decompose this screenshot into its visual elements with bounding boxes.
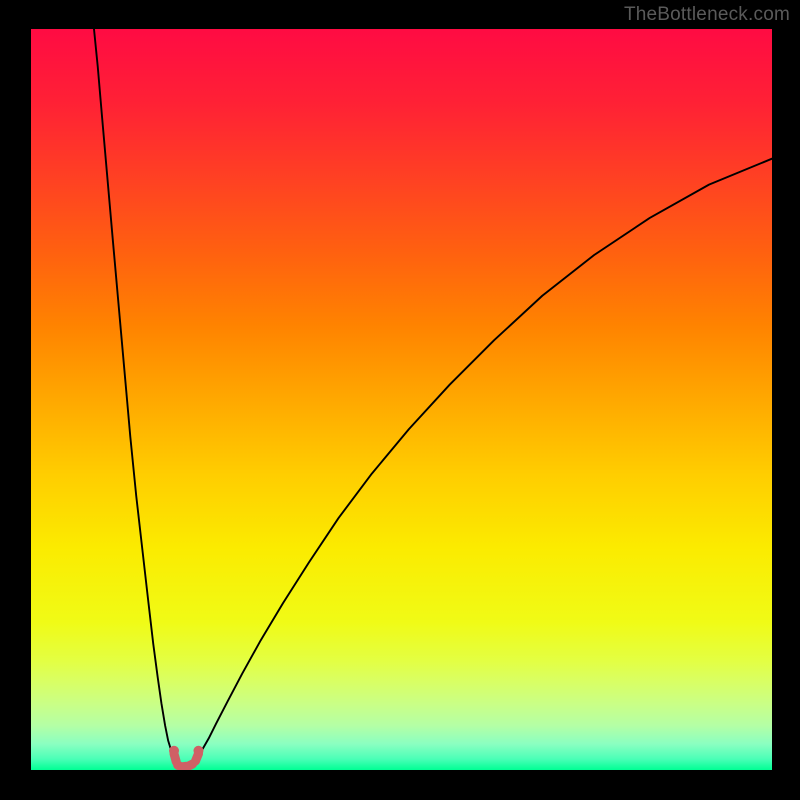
- marker-point-1: [193, 746, 203, 756]
- plot-area: [31, 29, 772, 770]
- marker-point-0: [169, 746, 179, 756]
- chart-container: TheBottleneck.com: [0, 0, 800, 800]
- watermark-text: TheBottleneck.com: [624, 4, 790, 26]
- markers-layer: [31, 29, 772, 770]
